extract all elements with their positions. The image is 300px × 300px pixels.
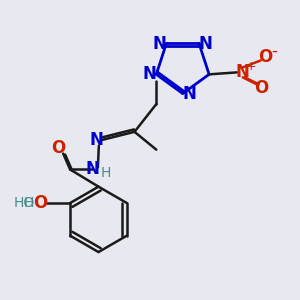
Text: N: N xyxy=(183,85,196,103)
Text: N: N xyxy=(90,131,104,149)
Text: N: N xyxy=(152,35,167,53)
Text: O: O xyxy=(258,47,273,65)
Text: H: H xyxy=(100,167,111,180)
Text: N: N xyxy=(236,63,250,81)
Text: O: O xyxy=(51,139,65,157)
Text: O: O xyxy=(33,194,48,212)
Text: N: N xyxy=(86,160,100,178)
Text: -: - xyxy=(272,42,278,60)
Text: N: N xyxy=(199,35,213,53)
Text: O: O xyxy=(254,79,269,97)
Text: N: N xyxy=(142,65,156,83)
Text: H: H xyxy=(23,196,34,210)
Text: HO: HO xyxy=(13,196,34,210)
Text: +: + xyxy=(245,60,256,73)
